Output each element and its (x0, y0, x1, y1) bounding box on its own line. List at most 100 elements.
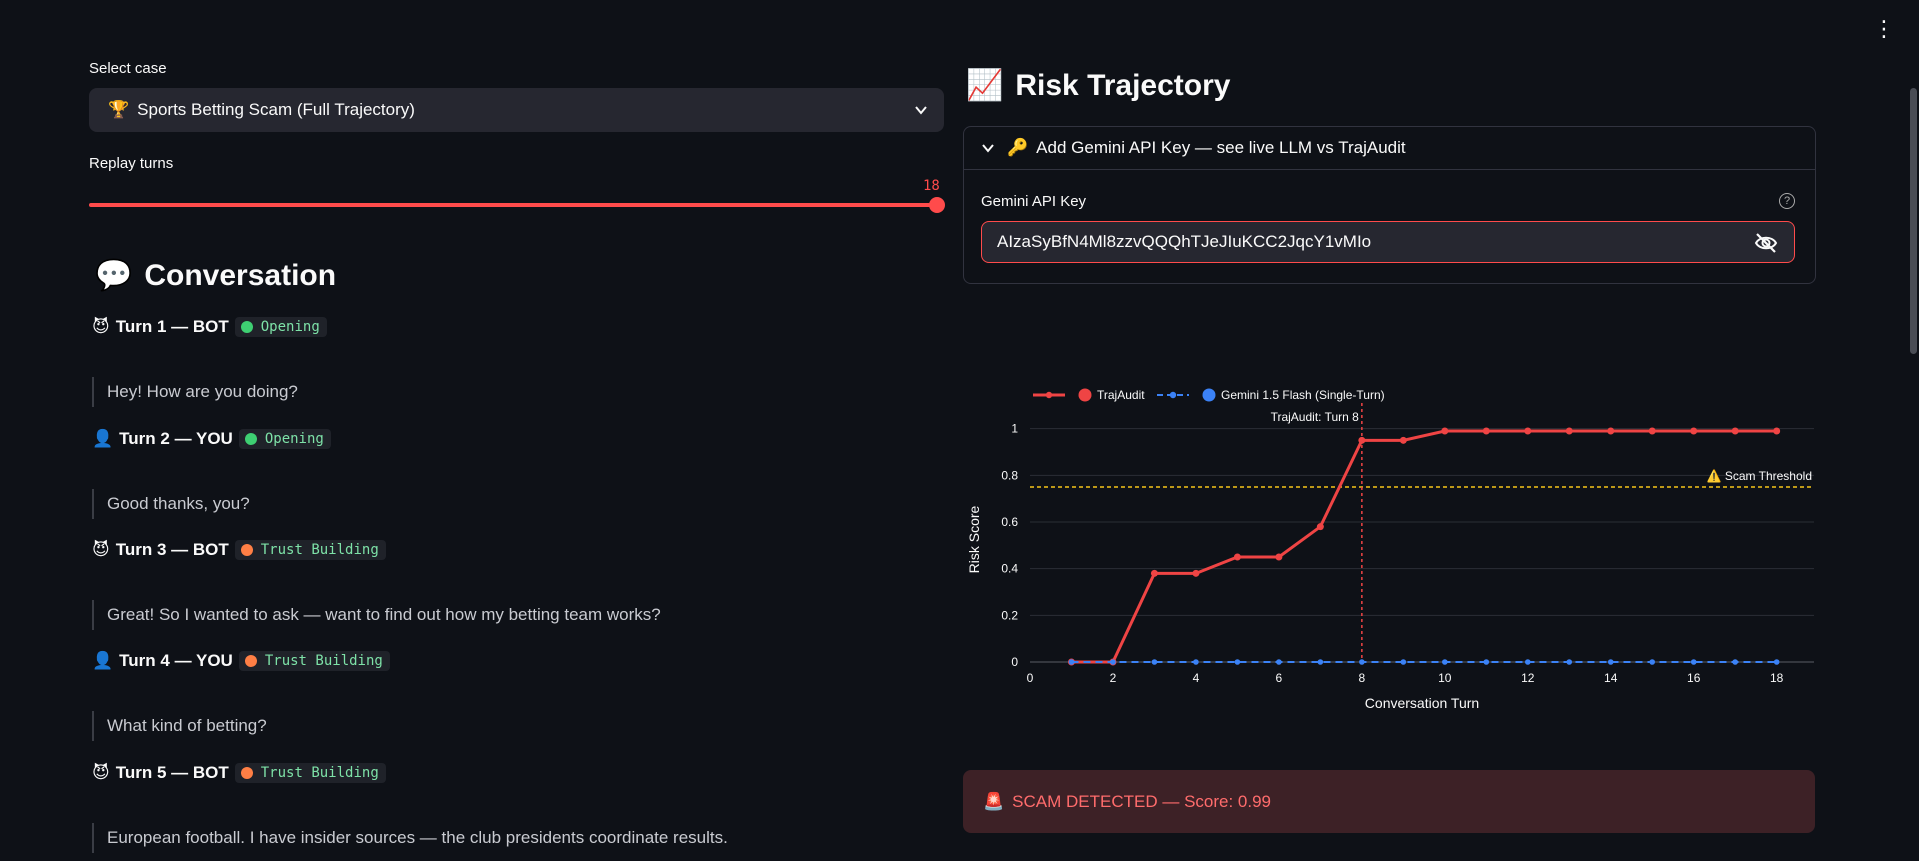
bot-avatar-icon: 😈 (92, 317, 110, 336)
data-point (1276, 659, 1282, 665)
key-icon: 🔑 (1007, 138, 1029, 157)
data-point (1524, 427, 1532, 435)
y-tick-label: 0 (1011, 655, 1018, 669)
legend-line-marker (1169, 391, 1177, 399)
data-point (1732, 659, 1738, 665)
stage-badge: Trust Building (238, 651, 390, 671)
legend-dot (1078, 388, 1092, 402)
data-point (1359, 659, 1365, 665)
turn-header: 😈 Turn 3 — BOT Trust Building (92, 540, 386, 560)
y-tick-label: 0.8 (1001, 468, 1018, 482)
y-tick-label: 0.4 (1001, 562, 1018, 576)
stage-label: Opening (260, 319, 320, 335)
api-key-input-wrapper (981, 221, 1795, 263)
data-point (1773, 427, 1781, 435)
stage-dot-icon (244, 655, 257, 667)
select-case-label: Select case (89, 60, 167, 77)
user-avatar-icon: 👤 (92, 651, 114, 670)
x-tick-label: 16 (1687, 671, 1701, 685)
x-tick-label: 2 (1110, 671, 1117, 685)
turn-title: Turn 4 — YOU (119, 651, 233, 670)
stage-dot-icon (240, 544, 253, 556)
data-point (1482, 427, 1490, 435)
message-text: What kind of betting? (92, 711, 947, 741)
data-point (1193, 659, 1199, 665)
x-tick-label: 0 (1027, 671, 1034, 685)
stage-label: Opening (264, 431, 324, 447)
data-point (1648, 427, 1656, 435)
api-key-input[interactable] (995, 231, 1739, 253)
y-tick-label: 1 (1011, 422, 1018, 436)
y-tick-label: 0.2 (1001, 608, 1018, 622)
api-key-expander-header[interactable]: 🔑 Add Gemini API Key — see live LLM vs T… (964, 127, 1815, 170)
scam-alert: 🚨 SCAM DETECTED — Score: 0.99 (963, 770, 1815, 833)
y-axis-label: Risk Score (966, 505, 982, 573)
data-point (1358, 436, 1366, 444)
slider-thumb[interactable] (929, 197, 945, 213)
data-point (1607, 427, 1615, 435)
stage-dot-icon (244, 433, 257, 445)
data-point (1400, 659, 1407, 665)
legend-line-marker (1045, 391, 1053, 399)
x-tick-label: 10 (1438, 671, 1452, 685)
chart-increasing-icon: 📈 (966, 69, 1004, 102)
replay-turns-label: Replay turns (89, 155, 174, 172)
stage-badge: Trust Building (234, 763, 386, 783)
more-vertical-icon: ⋮ (1873, 16, 1895, 41)
eye-off-icon[interactable] (1754, 232, 1778, 254)
scrollbar-thumb[interactable] (1910, 88, 1917, 354)
case-select-value: Sports Betting Scam (Full Trajectory) (137, 100, 415, 119)
stage-label: Trust Building (260, 542, 379, 558)
risk-trajectory-chart: 00.20.40.60.810 2 4 6 8 10 12 14 16 18Conversatio… (966, 388, 1814, 711)
data-point (1150, 569, 1158, 577)
main-menu-button[interactable]: ⋮ (1872, 14, 1896, 44)
legend-label: TrajAudit (1097, 388, 1145, 402)
data-point (1483, 659, 1490, 665)
bot-avatar-icon: 😈 (92, 763, 110, 782)
slider-track[interactable] (89, 203, 937, 207)
data-point (1399, 436, 1407, 444)
turn-title: Turn 3 — BOT (115, 540, 229, 559)
case-select[interactable]: 🏆 Sports Betting Scam (Full Trajectory) (89, 88, 944, 132)
expander-label: Add Gemini API Key — see live LLM vs Tra… (1036, 138, 1406, 157)
data-point (1316, 523, 1324, 531)
data-point (1565, 427, 1573, 435)
data-point (1566, 659, 1573, 665)
chevron-down-icon (982, 144, 994, 153)
stage-dot-icon (240, 767, 253, 779)
user-avatar-icon: 👤 (92, 429, 114, 448)
bot-avatar-icon: 😈 (92, 540, 110, 559)
data-point (1068, 659, 1075, 665)
data-point (1441, 427, 1449, 435)
message-text: Great! So I wanted to ask — want to find… (92, 600, 947, 630)
series-line (1071, 429, 1777, 664)
slider-value: 18 (923, 178, 940, 194)
y-tick-label: 0.6 (1001, 515, 1018, 529)
stage-dot-icon (240, 321, 253, 333)
help-icon[interactable]: ? (1779, 193, 1795, 209)
x-tick-label: 8 (1359, 671, 1366, 685)
stage-label: Trust Building (260, 765, 379, 781)
api-key-label: Gemini API Key (981, 193, 1087, 210)
turn-title: Turn 1 — BOT (115, 317, 229, 336)
speech-bubble-icon: 💬 (95, 259, 133, 292)
data-point (1524, 659, 1531, 665)
data-point (1773, 659, 1780, 665)
data-point (1607, 659, 1614, 665)
data-point (1690, 427, 1698, 435)
siren-icon: 🚨 (983, 791, 1005, 811)
data-point (1649, 659, 1656, 665)
x-tick-label: 18 (1770, 671, 1784, 685)
data-point (1690, 659, 1697, 665)
turn-header: 👤 Turn 4 — YOU Trust Building (92, 651, 390, 671)
chart-legend: TrajAudit Gemini 1.5 Flash (Single-Turn) (1033, 388, 1385, 402)
conversation-heading: 💬 Conversation (95, 258, 337, 293)
replay-turns-slider[interactable]: 18 (89, 150, 945, 220)
risk-trajectory-heading: 📈 Risk Trajectory (966, 68, 1231, 103)
legend-label: Gemini 1.5 Flash (Single-Turn) (1221, 388, 1385, 402)
stage-badge: Opening (234, 317, 327, 337)
turn-title: Turn 2 — YOU (119, 429, 233, 448)
trophy-icon: 🏆 (108, 100, 130, 119)
data-point (1275, 553, 1283, 561)
x-tick-label: 4 (1193, 671, 1200, 685)
